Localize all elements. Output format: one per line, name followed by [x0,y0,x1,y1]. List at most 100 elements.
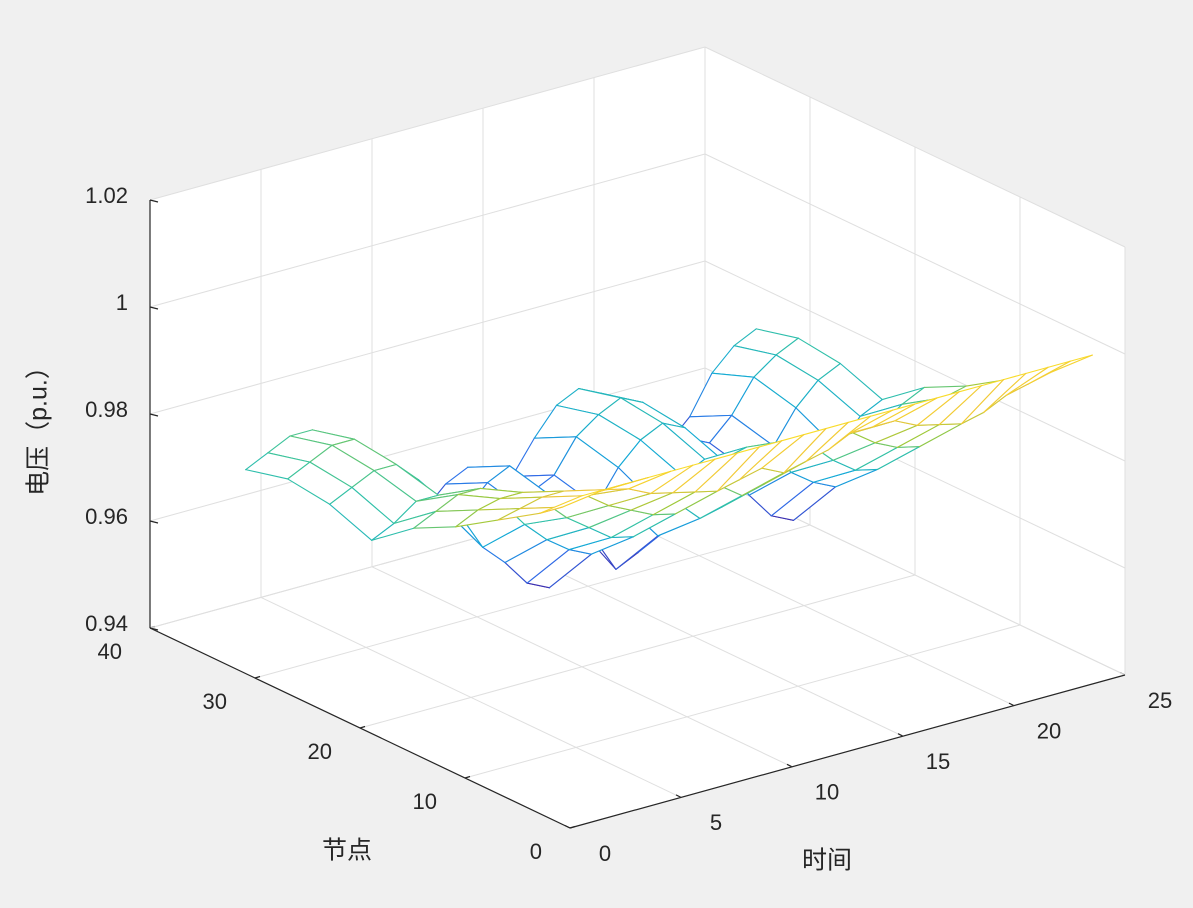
mesh-edge [896,424,940,448]
mesh-edge [901,386,925,405]
y-tick-label: 10 [413,789,437,814]
mesh-face [435,494,501,512]
mesh-edge [916,424,940,426]
mesh-edge [874,442,898,448]
mesh-face [576,414,641,468]
mesh-edge [331,444,375,472]
mesh-edge [694,452,738,493]
mesh-face [628,465,693,494]
mesh-edge [916,391,960,426]
mesh-edge [797,337,841,365]
mesh-edge [413,526,457,529]
mesh-edge [497,512,541,521]
mesh-edge [780,434,805,442]
mesh-edge [652,513,676,516]
mesh-edge [775,354,819,381]
mesh-edge [526,582,550,589]
mesh-edge [588,509,632,529]
mesh-edge [435,509,479,512]
mesh-edge [588,527,612,539]
mesh-edge [876,446,921,470]
mesh-edge [738,440,783,481]
mesh-edge [852,432,876,444]
tick-mark [1008,702,1015,707]
y-tick-label: 0 [530,839,542,864]
mesh-face [753,354,819,408]
mesh-face [791,460,856,483]
mesh-edge [847,415,871,423]
mesh-face [852,420,918,443]
mesh-edge [620,397,664,424]
tick-mark [675,794,682,798]
mesh-edge [555,387,580,406]
mesh-face [810,432,876,461]
mesh-face [872,397,937,427]
mesh-face [813,469,878,487]
mesh-face [611,513,676,538]
mesh-edge [708,414,733,444]
mesh-edge [812,469,856,483]
mesh-edge [834,468,879,488]
mesh-edge [731,414,775,447]
mesh-edge [289,435,333,446]
mesh-face [586,488,651,506]
mesh-edge [958,385,982,393]
mesh-face [556,388,621,415]
grid-line [149,367,706,522]
mesh-edge [753,354,777,378]
mesh-edge [597,414,642,441]
mesh-edge [812,481,837,488]
mesh-edge [533,404,558,439]
mesh-edge [918,423,963,448]
z-tick-label: 1 [116,290,128,315]
mesh-edge [632,513,676,538]
mesh-edge [610,514,654,539]
mesh-face [455,508,520,527]
mesh-edge [575,436,619,469]
mesh-face [351,470,417,524]
mesh-face [539,489,604,514]
mesh-edge [704,446,748,460]
mesh-face [850,404,915,433]
mesh-edge [662,422,706,460]
mesh-face [608,492,673,511]
mesh-face [620,397,685,428]
mesh-edge [311,429,355,440]
grid-line [359,574,916,729]
mesh-edge [923,385,967,389]
mesh-edge [393,500,417,525]
mesh-face [477,497,543,511]
mesh-face [569,536,634,555]
mesh-face [818,363,883,417]
mesh-face [374,464,439,502]
mesh-edge [630,492,674,511]
mesh-face [731,377,796,447]
mesh-edge [805,449,829,462]
mesh-edge [486,465,511,484]
mesh-edge [519,496,543,510]
mesh-edge [894,420,918,426]
z-tick-label: 0.98 [85,397,128,422]
mesh-edge [711,372,755,378]
mesh-edge [245,469,289,480]
mesh-edge [980,379,1005,387]
mesh-face [445,465,510,485]
mesh-edge [371,522,395,541]
x-tick-label: 5 [710,810,722,835]
mesh-edge [960,411,985,425]
mesh-face [717,440,782,492]
mesh-edge [736,446,760,454]
mesh-edge [533,436,577,439]
mesh-edge [827,415,871,451]
tick-mark [897,733,904,737]
mesh-edge [741,472,785,497]
mesh-edge [245,452,269,471]
mesh-face [500,491,565,499]
mesh-edge [371,527,415,541]
mesh-edge [657,517,701,537]
mesh-edge [351,486,395,525]
mesh-edge [770,481,814,517]
mesh-edge [497,508,521,521]
mesh-edge [608,492,652,507]
mesh-edge [960,379,1005,425]
